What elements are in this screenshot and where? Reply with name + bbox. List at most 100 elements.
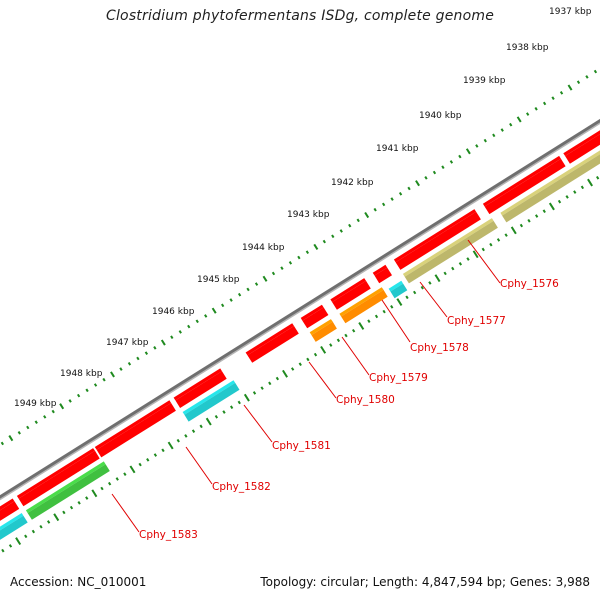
gene-block-top	[402, 218, 494, 277]
gene-orange[interactable]	[339, 287, 388, 324]
inner-major-tick	[396, 298, 403, 306]
gene-label[interactable]: Cphy_1579	[369, 372, 428, 384]
inner-minor-tick	[24, 534, 28, 539]
ruler-minor-tick	[305, 250, 310, 255]
gene-cds-red[interactable]	[245, 323, 299, 363]
ruler-minor-tick	[51, 409, 55, 414]
inner-minor-tick	[191, 429, 196, 433]
gene-block-top	[25, 461, 106, 513]
ruler-minor-tick	[407, 186, 411, 191]
gene-block-face	[175, 371, 227, 408]
gene-block-face	[484, 158, 566, 215]
gene-block-top	[0, 513, 24, 531]
gene-label[interactable]: Cphy_1583	[139, 529, 198, 541]
inner-minor-tick	[412, 290, 417, 295]
gene-label[interactable]: Cphy_1578	[410, 342, 469, 354]
ruler-minor-tick	[348, 223, 352, 228]
gene-cds-red[interactable]	[16, 448, 100, 507]
ruler-major-tick	[415, 180, 420, 187]
gene-label-leader	[341, 336, 370, 376]
ruler-minor-tick	[119, 367, 123, 371]
gene-cds-red[interactable]	[330, 278, 371, 310]
gene-cds-red[interactable]	[0, 498, 20, 539]
gene-cds-red[interactable]	[300, 304, 329, 329]
inner-minor-tick	[290, 367, 295, 371]
gene-label[interactable]: Cphy_1580	[336, 394, 395, 406]
inner-minor-tick	[214, 414, 219, 419]
inner-minor-tick	[405, 295, 409, 300]
gene-green[interactable]	[25, 461, 110, 520]
ruler-major-tick	[211, 307, 217, 314]
gene-label[interactable]: Cphy_1581	[272, 440, 331, 452]
inner-minor-tick	[329, 343, 333, 347]
inner-minor-tick	[542, 209, 546, 214]
kbp-ruler: 1949 kbp 1948 kbp 1947 kbp 1946 kbp 1945 kbp…	[0, 7, 600, 553]
gene-block-face	[27, 464, 110, 520]
gene-cyan[interactable]	[182, 380, 240, 422]
gene-label[interactable]: Cphy_1576	[500, 278, 559, 290]
ruler-minor-tick	[559, 91, 564, 95]
inner-minor-tick	[306, 357, 310, 362]
gene-label-leader	[243, 404, 273, 443]
inner-minor-tick	[428, 281, 432, 285]
inner-minor-tick	[229, 405, 234, 410]
inner-major-tick	[320, 345, 327, 354]
ruler-major-tick	[313, 243, 319, 250]
gene-block-top	[372, 264, 388, 276]
inner-minor-tick	[31, 529, 36, 534]
ruler-minor-tick	[0, 441, 5, 446]
ruler-minor-tick	[144, 351, 149, 355]
gene-cyan[interactable]	[388, 280, 408, 299]
ruler-minor-tick	[500, 128, 504, 132]
kbp-label: 1937 kbp	[549, 7, 592, 17]
gene-features	[0, 113, 600, 552]
gene-cds-red[interactable]	[94, 400, 176, 458]
inner-minor-tick	[222, 410, 226, 414]
inner-minor-tick	[176, 438, 180, 443]
inner-minor-tick	[100, 486, 104, 491]
inner-minor-tick	[138, 462, 142, 467]
gene-cyan[interactable]	[0, 513, 28, 552]
inner-minor-tick	[146, 458, 150, 462]
gene-orange[interactable]	[309, 319, 337, 342]
gene-cds-red[interactable]	[563, 113, 600, 164]
gene-label[interactable]: Cphy_1582	[212, 481, 271, 493]
ruler-minor-tick	[542, 101, 547, 106]
gene-cds-red[interactable]	[372, 264, 392, 284]
gene-cds-red[interactable]	[173, 368, 227, 408]
inner-major-tick	[129, 465, 136, 474]
ruler-minor-tick	[424, 176, 428, 180]
gene-khaki[interactable]	[402, 218, 498, 284]
gene-block-top	[182, 380, 236, 415]
inner-minor-tick	[115, 477, 119, 481]
inner-minor-tick	[69, 505, 74, 510]
ruler-minor-tick	[34, 420, 38, 424]
gene-cds-red[interactable]	[482, 155, 566, 215]
inner-major-tick	[358, 322, 365, 330]
ruler-major-tick	[364, 211, 370, 219]
inner-major-tick	[243, 393, 250, 402]
gene-block-top	[339, 287, 384, 317]
gene-block-top	[245, 323, 294, 356]
kbp-label: 1939 kbp	[463, 76, 506, 86]
inner-minor-tick	[252, 391, 257, 395]
ruler-minor-tick	[475, 144, 479, 148]
gene-cds-red[interactable]	[393, 209, 481, 270]
ruler-minor-tick	[331, 234, 335, 239]
inner-minor-tick	[62, 510, 66, 515]
genome-backbone	[0, 118, 600, 501]
backbone-line	[0, 118, 600, 500]
ruler-minor-tick	[153, 346, 157, 350]
ruler-minor-tick	[576, 80, 581, 85]
ruler-minor-tick	[551, 96, 555, 100]
accession-text: Accession: NC_010001	[10, 575, 147, 589]
ruler-minor-tick	[271, 271, 276, 276]
inner-minor-tick	[481, 247, 485, 252]
inner-minor-tick	[367, 319, 371, 323]
inner-minor-tick	[580, 185, 585, 190]
inner-major-tick	[205, 417, 212, 426]
gene-label[interactable]: Cphy_1577	[447, 315, 506, 327]
gene-khaki[interactable]	[500, 128, 600, 223]
ruler-minor-tick	[178, 330, 182, 334]
